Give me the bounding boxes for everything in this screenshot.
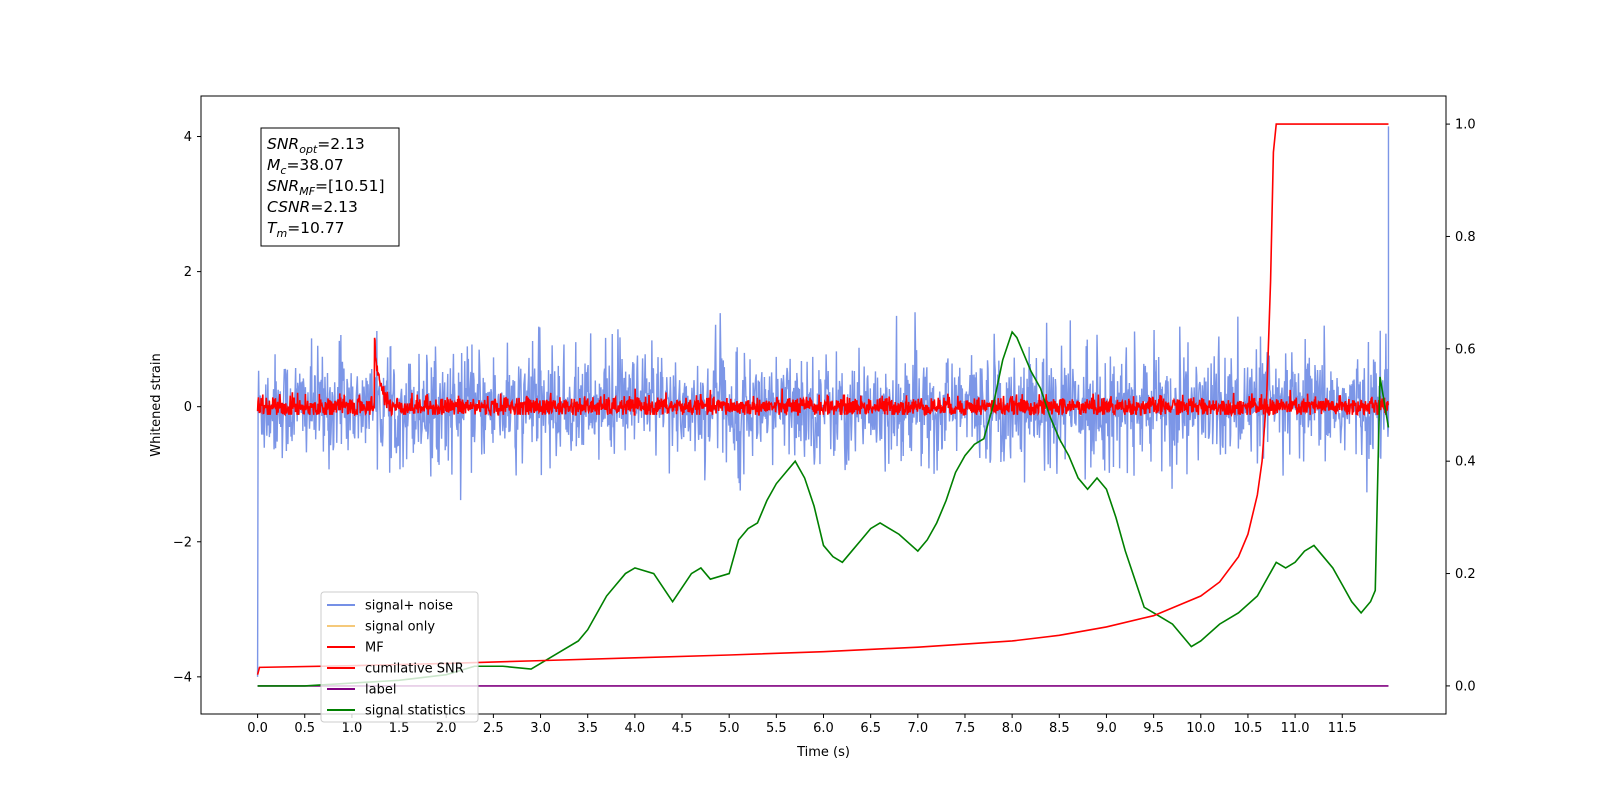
x-tick-label: 0.5 xyxy=(294,721,315,736)
x-tick-label: 7.0 xyxy=(907,721,928,736)
y-tick-label: 0 xyxy=(184,400,192,415)
x-tick-label: 1.5 xyxy=(389,721,410,736)
legend-label: signal statistics xyxy=(365,704,466,719)
x-tick-label: 6.0 xyxy=(813,721,834,736)
series-mf-line xyxy=(256,337,1390,418)
x-tick-label: 4.5 xyxy=(672,721,693,736)
x-tick-label: 0.0 xyxy=(247,721,268,736)
x-tick-label: 3.5 xyxy=(577,721,598,736)
series-cumulative-snr-line xyxy=(256,123,1389,675)
y2-tick-label: 0.6 xyxy=(1455,342,1476,357)
info-box-frame xyxy=(260,127,400,247)
x-tick-label: 8.0 xyxy=(1002,721,1023,736)
y-tick-label: −4 xyxy=(173,670,192,685)
x-tick-label: 11.0 xyxy=(1281,721,1310,736)
x-tick-label: 2.0 xyxy=(436,721,457,736)
y-axis-label: Whitened strain xyxy=(149,353,164,456)
y-axis-ticks: 4 2 0 −2 −4 xyxy=(173,130,201,685)
y2-tick-label: 0.4 xyxy=(1455,455,1476,470)
info-line: Mc=38.07 xyxy=(267,156,344,177)
x-tick-label: 9.5 xyxy=(1143,721,1164,736)
x-tick-label: 1.0 xyxy=(342,721,363,736)
legend-label: signal only xyxy=(365,620,435,635)
y2-tick-label: 0.8 xyxy=(1455,230,1476,245)
info-line: CSNR=2.13 xyxy=(267,198,358,216)
info-annotation-box: SNRopt=2.13Mc=38.07SNRMF=[10.51]CSNR=2.1… xyxy=(260,127,400,247)
legend-label: MF xyxy=(365,641,384,656)
legend-label: label xyxy=(365,683,396,698)
info-line: SNRMF=[10.51] xyxy=(267,177,385,198)
x-tick-label: 9.0 xyxy=(1096,721,1117,736)
x-tick-label: 7.5 xyxy=(955,721,976,736)
chart-legend: signal+ noise signal only MF cumilative SNR… xyxy=(320,591,479,723)
x-tick-label: 11.5 xyxy=(1328,721,1357,736)
legend-frame xyxy=(320,591,479,723)
x-axis-ticks: 0.0 0.5 1.0 1.5 2.0 2.5 3.0 3.5 4.0 4.5 5.0 5.5 6.0 6… xyxy=(247,714,1357,736)
y2-tick-label: 0.2 xyxy=(1455,567,1476,582)
y-tick-label: 2 xyxy=(184,265,192,280)
x-tick-label: 5.0 xyxy=(719,721,740,736)
y-tick-label: 4 xyxy=(184,130,192,145)
x-tick-label: 8.5 xyxy=(1049,721,1070,736)
y2-tick-label: 1.0 xyxy=(1455,118,1476,133)
x-tick-label: 6.5 xyxy=(860,721,881,736)
info-line: Tm=10.77 xyxy=(267,219,345,240)
y2-tick-label: 0.0 xyxy=(1455,679,1476,694)
x-tick-label: 10.0 xyxy=(1186,721,1215,736)
series-signal-statistics-line xyxy=(257,330,1390,687)
y2-axis-ticks: 1.0 0.8 0.6 0.4 0.2 0.0 xyxy=(1446,118,1476,694)
x-tick-label: 5.5 xyxy=(766,721,787,736)
x-tick-label: 2.5 xyxy=(483,721,504,736)
x-tick-label: 4.0 xyxy=(625,721,646,736)
legend-label: cumilative SNR xyxy=(365,662,464,677)
x-tick-label: 3.0 xyxy=(530,721,551,736)
x-tick-label: 10.5 xyxy=(1233,721,1262,736)
y-tick-label: −2 xyxy=(173,535,192,550)
info-line: SNRopt=2.13 xyxy=(267,135,365,156)
x-axis-label: Time (s) xyxy=(796,745,850,760)
legend-label: signal+ noise xyxy=(365,599,453,614)
